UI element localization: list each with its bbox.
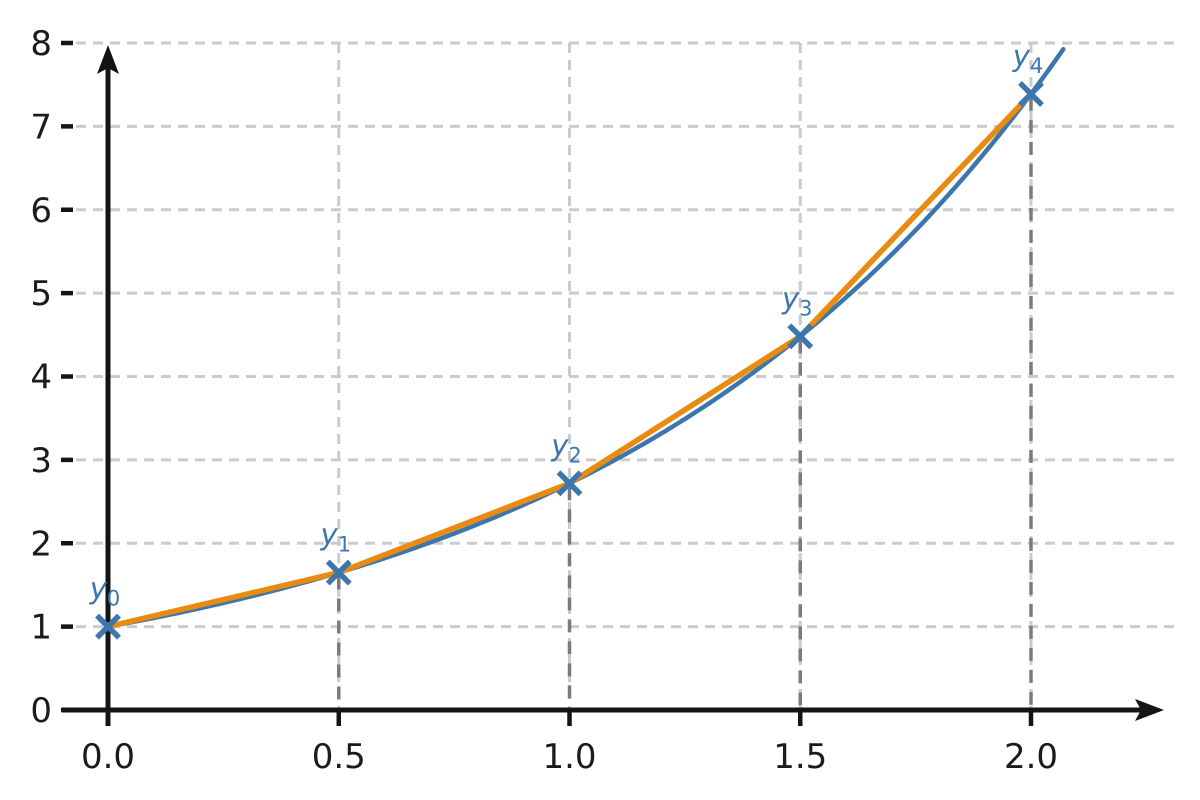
- x-tick-label: 0.0: [81, 737, 135, 777]
- y-tick-label: 2: [30, 524, 52, 564]
- node-label-subscript: 0: [107, 587, 120, 611]
- y-tick-label: 6: [30, 191, 52, 231]
- node-label-subscript: 3: [799, 296, 812, 320]
- y-tick-label: 5: [30, 274, 52, 314]
- x-tick-label: 1.0: [542, 737, 596, 777]
- x-tick-label: 2.0: [1004, 737, 1058, 777]
- node-label: y0: [89, 572, 121, 611]
- node-label-subscript: 2: [568, 443, 581, 467]
- y-axis-arrow: [97, 45, 119, 74]
- exact-curve-line: [105, 47, 1066, 629]
- y-tick-label: 7: [30, 107, 52, 147]
- node-label: y3: [781, 281, 813, 320]
- node-marker-x: [556, 470, 583, 497]
- node-marker-x: [95, 613, 121, 640]
- node-marker-x: [1018, 80, 1044, 107]
- node-label: y1: [319, 518, 351, 557]
- x-tick-label: 0.5: [312, 737, 366, 777]
- node-label: y4: [1012, 39, 1044, 78]
- node-marker-x: [325, 559, 352, 586]
- node-marker-x: [787, 323, 814, 350]
- y-tick-label: 1: [30, 608, 52, 648]
- x-axis-arrow: [1135, 699, 1164, 721]
- x-tick-label: 1.5: [773, 737, 827, 777]
- node-label: y2: [550, 428, 582, 467]
- y-tick-label: 8: [30, 24, 52, 64]
- node-label-subscript: 1: [338, 533, 351, 557]
- y-tick-label: 4: [30, 358, 52, 398]
- y-tick-label: 0: [30, 691, 52, 731]
- interpolant-line: [105, 91, 1034, 630]
- node-label-subscript: 4: [1030, 54, 1043, 78]
- y-tick-label: 3: [30, 441, 52, 481]
